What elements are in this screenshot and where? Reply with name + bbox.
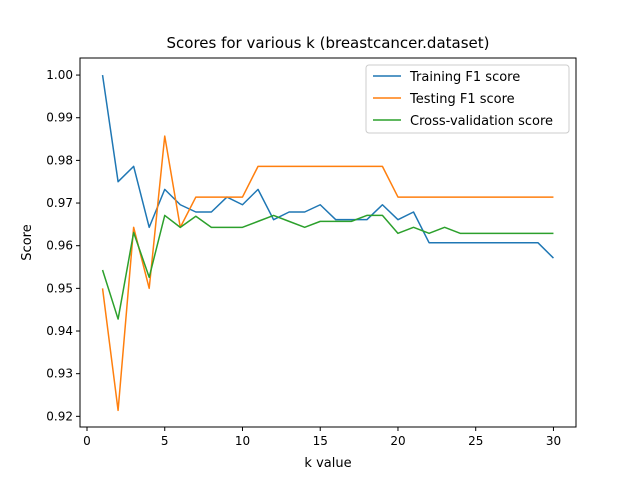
x-tick-label: 0 <box>83 434 91 448</box>
legend-label: Testing F1 score <box>409 92 515 107</box>
y-tick-label: 0.98 <box>46 153 73 167</box>
chart-title: Scores for various k (breastcancer.datas… <box>167 34 490 52</box>
x-tick-label: 5 <box>161 434 169 448</box>
y-tick-label: 0.97 <box>46 196 73 210</box>
legend-box <box>365 64 570 134</box>
x-tick-label: 10 <box>235 434 250 448</box>
y-tick-label: 0.92 <box>46 409 73 423</box>
x-axis-label: k value <box>304 456 351 471</box>
legend-label: Cross-validation score <box>410 114 553 129</box>
y-tick-label: 0.99 <box>46 111 73 125</box>
y-tick-label: 0.94 <box>46 324 73 338</box>
plot-frame <box>79 57 577 428</box>
x-axis-ticks: 0 5 10 15 20 25 30 <box>83 427 561 448</box>
series-line-2 <box>101 135 554 412</box>
y-tick-label: 1.00 <box>46 68 73 82</box>
legend-label: Training F1 score <box>409 70 520 85</box>
y-axis-ticks: 0.92 0.93 0.94 0.95 0.96 0.97 0.98 0.99 1.00 <box>46 68 80 423</box>
y-axis-label: Score <box>20 224 35 260</box>
y-tick-label: 0.95 <box>46 281 73 295</box>
plot-area <box>101 74 554 412</box>
y-tick-label: 0.93 <box>46 367 73 381</box>
y-tick-label: 0.96 <box>46 239 73 253</box>
x-tick-label: 25 <box>468 434 483 448</box>
x-tick-label: 20 <box>390 434 405 448</box>
legend: Training F1 score Testing F1 score Cross-v… <box>365 64 570 134</box>
series-line-1 <box>101 74 554 259</box>
x-tick-label: 15 <box>313 434 328 448</box>
x-tick-label: 30 <box>546 434 561 448</box>
series-line-3 <box>101 214 554 320</box>
